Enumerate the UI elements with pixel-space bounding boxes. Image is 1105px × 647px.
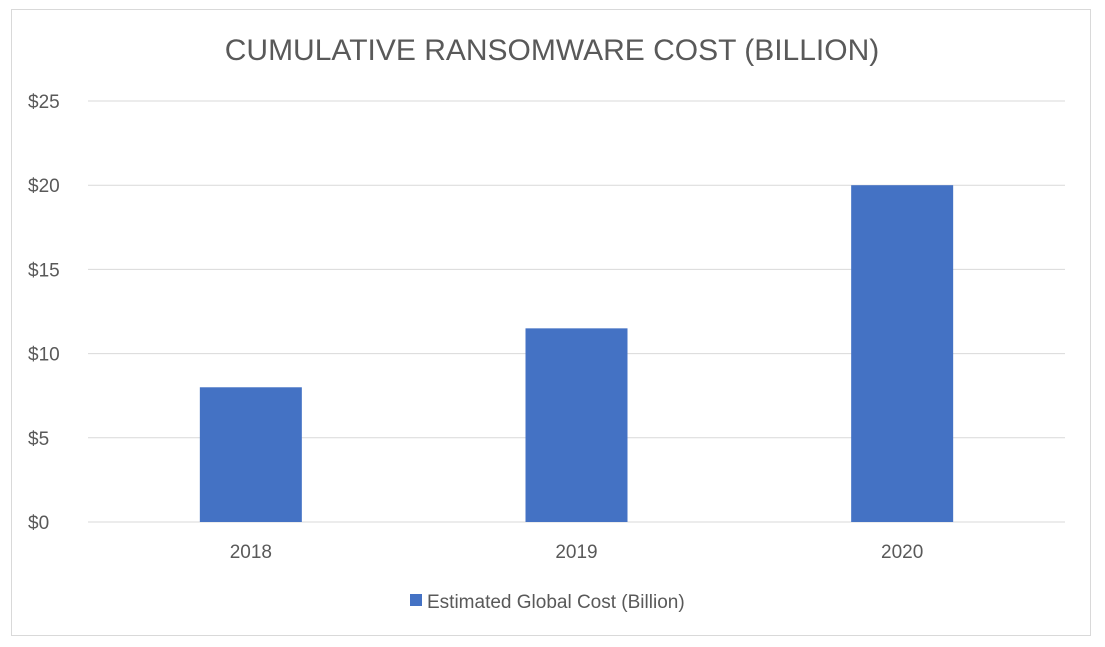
x-axis-tick-labels: 2018 2019 2020: [230, 542, 924, 563]
legend-swatch: [410, 594, 422, 606]
y-tick-label: $0: [28, 513, 49, 534]
x-tick-label: 2020: [881, 542, 923, 563]
x-tick-label: 2019: [555, 542, 597, 563]
bars: [199, 185, 954, 522]
y-tick-label: $20: [28, 176, 60, 197]
legend: Estimated Global Cost (Billion): [410, 592, 685, 613]
legend-label: Estimated Global Cost (Billion): [427, 592, 685, 613]
y-tick-label: $15: [28, 260, 60, 281]
y-tick-label: $5: [28, 429, 49, 450]
bar-2020: [851, 185, 954, 522]
y-tick-label: $10: [28, 345, 60, 366]
bar-2018: [199, 387, 302, 522]
bar-2019: [525, 328, 628, 522]
chart-title: CUMULATIVE RANSOMWARE COST (BILLION): [225, 34, 880, 67]
x-tick-label: 2018: [230, 542, 272, 563]
y-axis-tick-labels: $0 $5 $10 $15 $20 $25: [28, 92, 60, 534]
y-tick-label: $25: [28, 92, 60, 113]
